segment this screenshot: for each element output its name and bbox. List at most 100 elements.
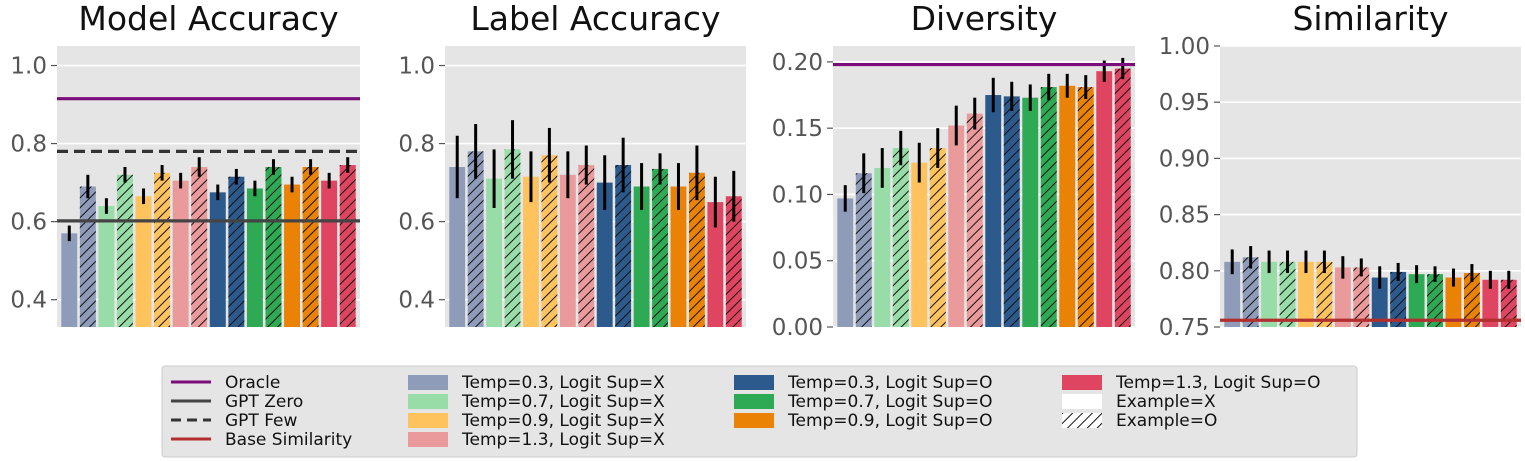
bar xyxy=(172,180,189,327)
legend-label: Temp=0.7, Logit Sup=O xyxy=(787,392,993,412)
bar xyxy=(1371,277,1388,327)
bar xyxy=(596,182,613,327)
bar xyxy=(948,125,965,327)
y-tick-label: 1.0 xyxy=(398,54,435,80)
chart-title: Similarity xyxy=(1292,0,1448,38)
bar xyxy=(1224,261,1241,327)
bar-hatch xyxy=(855,173,872,327)
legend-label: Temp=1.3, Logit Sup=O xyxy=(1115,373,1321,393)
bar xyxy=(1445,277,1462,327)
bar-hatch xyxy=(1040,87,1057,327)
bar-hatch xyxy=(1279,261,1296,327)
y-tick-label: 0.05 xyxy=(772,249,823,275)
bar-hatch xyxy=(191,166,208,327)
legend-label: Example=O xyxy=(1116,411,1217,431)
legend-label: Temp=0.7, Logit Sup=X xyxy=(461,392,665,412)
legend-patch xyxy=(1062,375,1102,390)
legend-patch-plain xyxy=(1062,394,1102,409)
bar xyxy=(1059,85,1076,327)
legend-patch xyxy=(408,432,448,447)
y-tick-label: 0.80 xyxy=(1159,259,1210,285)
panel-0: 0.4 0.6 0.8 1.0 Model Accuracy xyxy=(10,0,360,327)
y-tick-label: 0.4 xyxy=(398,288,435,314)
legend-patch xyxy=(734,375,774,390)
chart-title: Label Accuracy xyxy=(470,0,720,38)
bar-hatch xyxy=(302,166,319,327)
bar-hatch xyxy=(504,149,521,327)
bar-hatch xyxy=(1500,279,1517,327)
bar-hatch xyxy=(1427,274,1443,327)
bar-hatch xyxy=(1077,87,1094,327)
legend-patch xyxy=(408,413,448,428)
bar-hatch xyxy=(154,172,171,327)
bar-hatch xyxy=(1316,261,1333,327)
bar xyxy=(523,176,539,327)
legend-label: Temp=0.3, Logit Sup=X xyxy=(461,373,665,393)
y-tick-label: 0.90 xyxy=(1159,146,1210,172)
legend-hatch-overlay xyxy=(1062,413,1102,428)
bar xyxy=(321,180,338,327)
legend-label: Temp=0.3, Logit Sup=O xyxy=(787,373,993,393)
bar-hatch xyxy=(892,148,909,327)
bar-hatch xyxy=(1390,271,1407,327)
bar-hatch xyxy=(79,186,96,327)
legend-box xyxy=(161,365,1358,458)
bar-hatch xyxy=(467,151,484,327)
y-tick-label: 0.15 xyxy=(772,116,823,142)
panel-3: 0.75 0.80 0.85 0.90 0.95 1.00 Similarity xyxy=(1159,0,1521,341)
y-tick-label: 0.95 xyxy=(1159,90,1210,116)
bar-hatch xyxy=(1114,68,1131,327)
panel-1: 0.4 0.6 0.8 1.0 Label Accuracy xyxy=(398,0,746,327)
legend-label: Example=X xyxy=(1116,392,1216,412)
y-tick-label: 0.00 xyxy=(772,315,823,341)
y-tick-label: 1.0 xyxy=(10,54,47,80)
bar xyxy=(633,186,650,327)
legend-label: Temp=1.3, Logit Sup=X xyxy=(461,430,665,450)
bar xyxy=(98,206,115,327)
bar xyxy=(486,178,503,327)
bar xyxy=(1482,279,1499,327)
bar xyxy=(1096,71,1113,327)
bar xyxy=(1022,97,1039,328)
legend-label: GPT Zero xyxy=(225,392,303,412)
bar xyxy=(1298,261,1314,327)
bar xyxy=(209,192,226,327)
bar xyxy=(284,184,301,327)
y-tick-label: 0.20 xyxy=(772,50,823,76)
bar xyxy=(1334,267,1351,327)
bar xyxy=(559,174,576,327)
y-tick-label: 0.8 xyxy=(398,132,435,158)
chart-title: Model Accuracy xyxy=(78,0,338,38)
bar-hatch xyxy=(1353,267,1370,327)
y-tick-label: 0.4 xyxy=(10,288,47,314)
bar xyxy=(837,198,854,327)
bar xyxy=(1408,274,1425,327)
y-tick-label: 0.6 xyxy=(398,210,435,236)
legend-patch xyxy=(734,413,774,428)
legend-label: GPT Few xyxy=(225,411,298,431)
bar-hatch xyxy=(615,165,632,327)
bar-hatch xyxy=(966,113,983,327)
y-tick-label: 0.6 xyxy=(10,210,47,236)
legend-label: Oracle xyxy=(225,373,280,393)
chart-title: Diversity xyxy=(911,0,1058,38)
bar-hatch xyxy=(265,166,282,327)
bar xyxy=(1261,261,1278,327)
panel-2: 0.00 0.05 0.10 0.15 0.20 Diversity xyxy=(772,0,1135,341)
legend-label: Base Similarity xyxy=(225,430,352,450)
bar xyxy=(61,233,78,327)
legend-patch xyxy=(408,375,448,390)
bar xyxy=(707,202,724,327)
bar-hatch xyxy=(228,176,245,327)
y-tick-label: 0.85 xyxy=(1159,203,1210,229)
legend-label: Temp=0.9, Logit Sup=O xyxy=(787,411,993,431)
bar xyxy=(246,188,263,327)
bar-hatch xyxy=(652,168,668,327)
legend-label: Temp=0.9, Logit Sup=X xyxy=(461,411,665,431)
y-tick-label: 1.00 xyxy=(1159,34,1210,60)
bar xyxy=(874,167,891,327)
bar-hatch xyxy=(688,172,705,327)
bar xyxy=(670,186,687,327)
